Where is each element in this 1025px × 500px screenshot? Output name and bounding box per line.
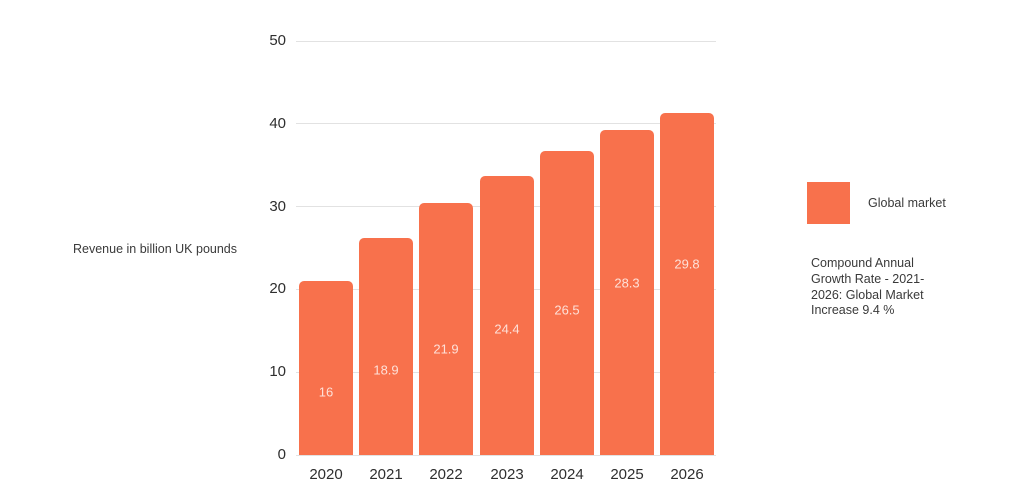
x-tick-label-2022: 2022 (429, 466, 463, 483)
cagr-line: 2026: Global Market (811, 287, 924, 302)
cagr-line: Compound Annual (811, 256, 914, 270)
x-tick-label-2026: 2026 (670, 466, 704, 483)
bar-2023 (480, 176, 534, 455)
y-tick-label-40: 40 (269, 114, 286, 132)
legend-swatch-global-market (807, 182, 850, 224)
bar-value-label-2023: 24.4 (494, 321, 520, 337)
x-tick-label-2021: 2021 (369, 466, 403, 483)
bar-value-label-2024: 26.5 (554, 302, 580, 318)
cagr-line: Increase 9.4 % (811, 303, 895, 318)
bar-2021 (359, 238, 413, 455)
x-tick-label-2020: 2020 (309, 466, 343, 483)
cagr-line: Growth Rate - 2021- (811, 271, 925, 286)
y-tick-label-30: 30 (269, 197, 286, 215)
bar-2020 (299, 281, 353, 455)
bar-2022 (419, 203, 473, 455)
bar-2024 (540, 151, 594, 455)
y-axis-title: Revenue in billion UK pounds (73, 242, 237, 256)
gridline-50 (296, 40, 716, 42)
bar-value-label-2020: 16 (318, 384, 334, 400)
y-tick-label-20: 20 (269, 280, 286, 298)
bar-value-label-2022: 21.9 (433, 341, 459, 357)
bar-2025 (600, 130, 654, 455)
x-tick-label-2023: 2023 (490, 466, 524, 483)
bar-value-label-2026: 29.8 (674, 256, 700, 272)
plot-area: 16 18.9 21.9 24.4 26.5 28.3 29.8 (296, 40, 716, 456)
bar-value-label-2025: 28.3 (614, 275, 640, 291)
x-tick-label-2024: 2024 (550, 466, 584, 483)
cagr-annotation: Compound Annual Growth Rate - 2021- 2026… (811, 256, 924, 319)
gridline-0 (296, 454, 716, 456)
bar-2026 (660, 113, 714, 455)
x-tick-label-2025: 2025 (610, 466, 644, 483)
gridline-40 (296, 123, 716, 125)
y-tick-label-50: 50 (269, 32, 286, 49)
legend-label-global-market: Global market (868, 196, 946, 210)
y-tick-label-0: 0 (277, 446, 286, 463)
bar-value-label-2021: 18.9 (373, 362, 399, 378)
y-tick-label-10: 10 (269, 363, 286, 381)
